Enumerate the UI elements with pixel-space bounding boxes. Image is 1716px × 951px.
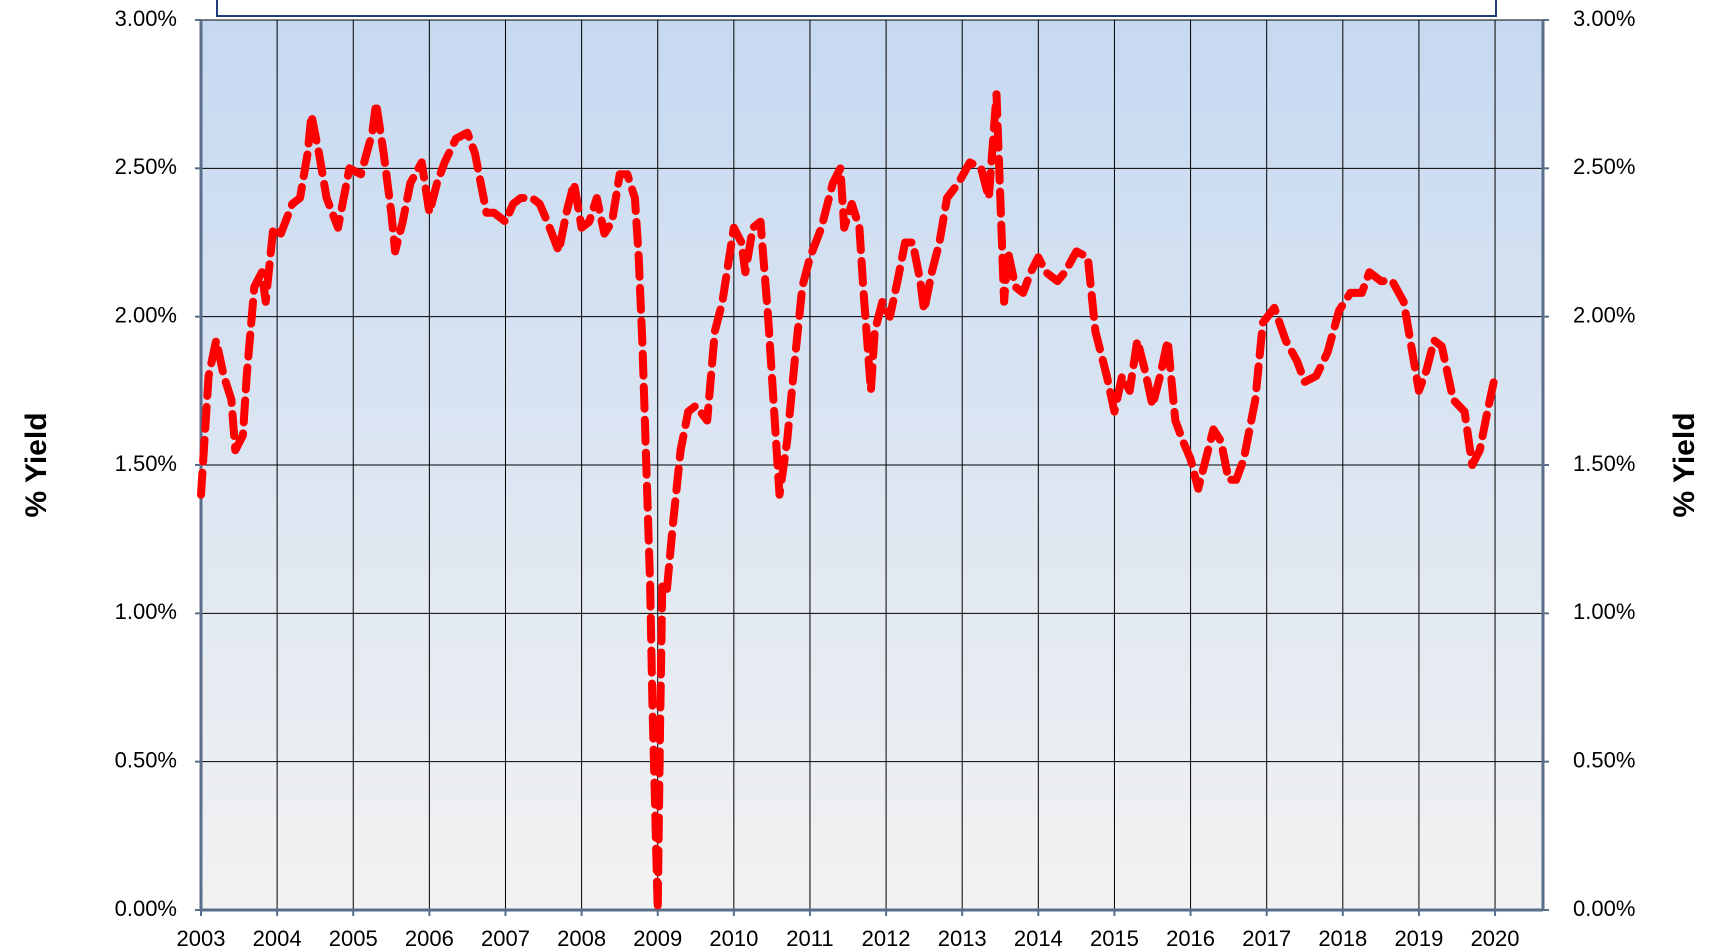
y2-tick-label: 1.00% bbox=[1573, 599, 1635, 624]
x-tick-label: 2009 bbox=[633, 926, 682, 951]
x-tick-label: 2020 bbox=[1471, 926, 1520, 951]
x-tick-label: 2017 bbox=[1242, 926, 1291, 951]
x-tick-label: 2019 bbox=[1394, 926, 1443, 951]
x-tick-label: 2007 bbox=[481, 926, 530, 951]
x-tick-label: 2018 bbox=[1318, 926, 1367, 951]
x-tick-label: 2004 bbox=[253, 926, 302, 951]
title-box bbox=[216, 0, 1497, 17]
x-tick-label: 2013 bbox=[938, 926, 987, 951]
y-tick-label: 0.50% bbox=[115, 747, 177, 772]
y2-tick-label: 2.50% bbox=[1573, 154, 1635, 179]
x-tick-label: 2006 bbox=[405, 926, 454, 951]
y2-tick-label: 0.00% bbox=[1573, 896, 1635, 921]
y2-tick-label: 2.00% bbox=[1573, 302, 1635, 327]
y2-tick-label: 3.00% bbox=[1573, 6, 1635, 31]
x-tick-label: 2005 bbox=[329, 926, 378, 951]
y-axis-title: % Yield bbox=[20, 412, 53, 517]
y-tick-label: 3.00% bbox=[115, 6, 177, 31]
y2-tick-label: 1.50% bbox=[1573, 451, 1635, 476]
y2-tick-label: 0.50% bbox=[1573, 747, 1635, 772]
y-tick-label: 0.00% bbox=[115, 896, 177, 921]
x-tick-label: 2016 bbox=[1166, 926, 1215, 951]
data-line bbox=[197, 90, 1499, 914]
x-tick-label: 2012 bbox=[862, 926, 911, 951]
x-tick-label: 2010 bbox=[709, 926, 758, 951]
x-tick-label: 2008 bbox=[557, 926, 606, 951]
x-tick-label: 2014 bbox=[1014, 926, 1063, 951]
x-tick-label: 2003 bbox=[177, 926, 226, 951]
y2-axis-title: % Yield bbox=[1668, 412, 1701, 517]
y-tick-label: 1.50% bbox=[115, 451, 177, 476]
x-tick-label: 2015 bbox=[1090, 926, 1139, 951]
y-tick-label: 2.00% bbox=[115, 302, 177, 327]
y-tick-label: 2.50% bbox=[115, 154, 177, 179]
x-tick-label: 2011 bbox=[786, 926, 833, 951]
y-tick-label: 1.00% bbox=[115, 599, 177, 624]
